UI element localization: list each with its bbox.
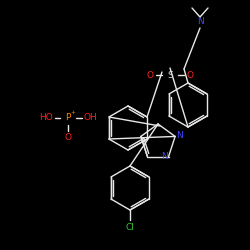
- Text: N: N: [176, 131, 182, 140]
- Text: S: S: [167, 70, 173, 80]
- Text: N: N: [196, 18, 203, 26]
- Text: O: O: [146, 70, 154, 80]
- Text: +: +: [71, 110, 76, 116]
- Text: Cl: Cl: [126, 224, 134, 232]
- Text: HO: HO: [39, 112, 53, 122]
- Text: O: O: [64, 132, 71, 141]
- Text: N: N: [161, 152, 168, 161]
- Text: OH: OH: [83, 112, 97, 122]
- Text: P: P: [65, 112, 71, 122]
- Text: O: O: [186, 70, 194, 80]
